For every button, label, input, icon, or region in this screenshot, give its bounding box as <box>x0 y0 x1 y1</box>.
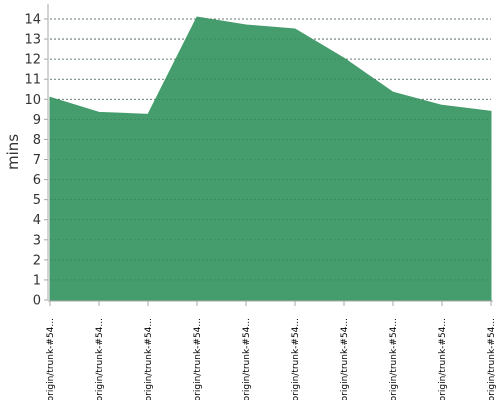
x-tick-label: origin/trunk-#54... <box>438 318 448 400</box>
y-tick-label: 9 <box>33 113 41 128</box>
y-axis-title: mins <box>4 134 22 170</box>
x-axis-ticks: origin/trunk-#54... origin/trunk-#54... or… <box>46 301 497 400</box>
y-tick-label: 14 <box>24 13 41 28</box>
y-tick-label: 0 <box>33 294 41 309</box>
y-tick-label: 1 <box>33 273 41 288</box>
x-tick-label: origin/trunk-#54... <box>242 318 252 400</box>
y-tick-label: 13 <box>24 33 41 48</box>
x-tick-label: origin/trunk-#54... <box>340 318 350 400</box>
y-tick-label: 8 <box>33 133 41 148</box>
x-tick-label: origin/trunk-#54... <box>291 318 301 400</box>
x-tick-label: origin/trunk-#54... <box>95 318 105 400</box>
y-tick-label: 6 <box>33 173 41 188</box>
y-tick-label: 10 <box>24 93 41 108</box>
y-tick-label: 2 <box>33 253 41 268</box>
y-tick-label: 7 <box>33 153 41 168</box>
y-tick-label: 11 <box>24 73 41 88</box>
x-tick-label: origin/trunk-#54... <box>46 318 56 400</box>
x-tick-label: origin/trunk-#54... <box>144 318 154 400</box>
x-tick-label: origin/trunk-#54... <box>487 318 497 400</box>
axes <box>47 4 493 302</box>
series-area <box>49 16 492 301</box>
y-tick-label: 4 <box>33 213 41 228</box>
x-tick-label: origin/trunk-#54... <box>389 318 399 400</box>
y-tick-label: 5 <box>33 193 41 208</box>
area-fill <box>49 16 492 301</box>
y-tick-label: 3 <box>33 233 41 248</box>
x-tick-label: origin/trunk-#54... <box>193 318 203 400</box>
y-tick-label: 12 <box>24 53 41 68</box>
